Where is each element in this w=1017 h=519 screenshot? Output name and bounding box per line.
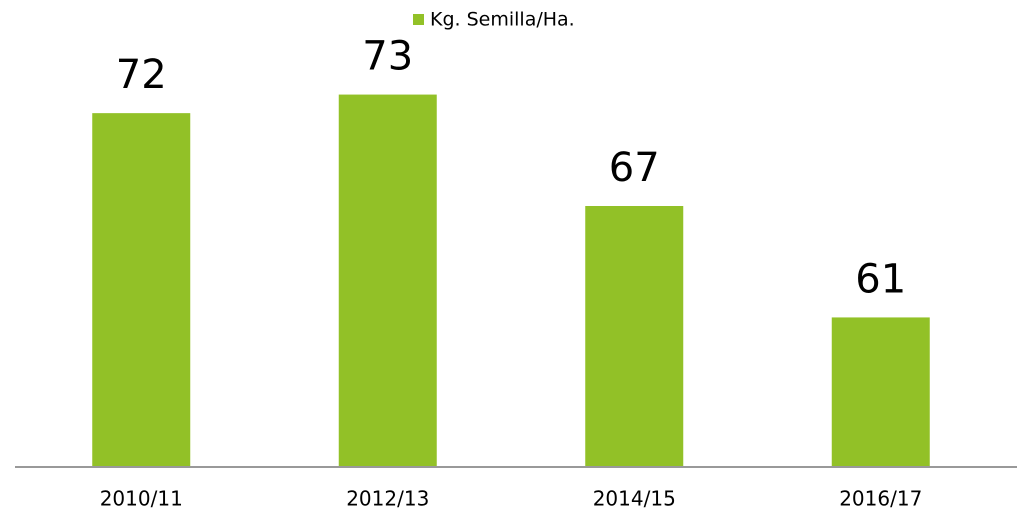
legend-swatch	[413, 14, 424, 25]
bar	[338, 94, 437, 467]
data-label: 73	[362, 34, 413, 80]
x-tick-label: 2014/15	[593, 487, 676, 511]
data-label: 67	[609, 145, 660, 191]
legend-label: Kg. Semilla/Ha.	[430, 9, 575, 31]
bar	[831, 317, 930, 466]
x-tick-label: 2012/13	[346, 487, 429, 511]
bar	[92, 113, 191, 467]
data-label: 61	[855, 256, 906, 302]
data-label: 72	[116, 52, 167, 98]
x-tick-label: 2016/17	[839, 487, 922, 511]
bar	[585, 206, 684, 466]
x-tick-label: 2010/11	[100, 487, 183, 511]
